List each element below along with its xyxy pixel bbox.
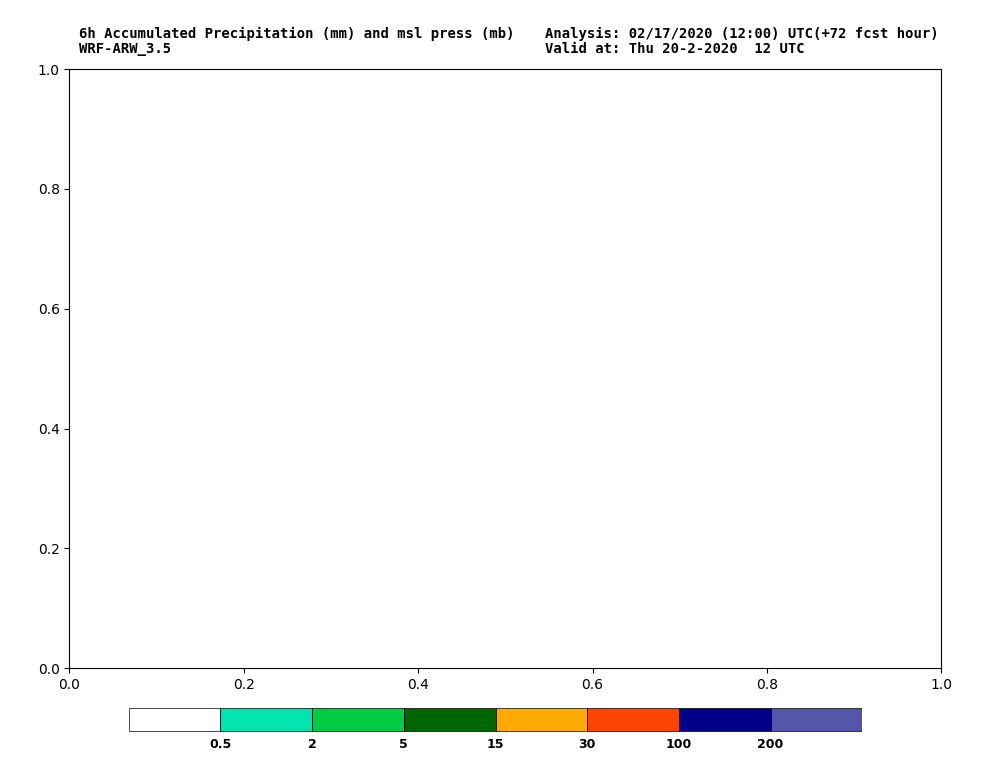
Text: WRF-ARW_3.5: WRF-ARW_3.5 [79, 42, 171, 56]
Text: 100: 100 [666, 738, 692, 751]
Bar [587, 708, 679, 731]
Text: Analysis: 02/17/2020 (12:00) UTC(+72 fcst hour): Analysis: 02/17/2020 (12:00) UTC(+72 fcs… [545, 27, 938, 41]
Text: 200: 200 [757, 738, 784, 751]
Bar [129, 708, 220, 731]
Text: 6h Accumulated Precipitation (mm) and msl press (mb): 6h Accumulated Precipitation (mm) and ms… [79, 27, 514, 41]
Bar [496, 708, 587, 731]
Text: Valid at: Thu 20-2-2020  12 UTC: Valid at: Thu 20-2-2020 12 UTC [545, 42, 805, 56]
Bar [679, 708, 771, 731]
Bar [404, 708, 496, 731]
Bar [220, 708, 312, 731]
Bar [771, 708, 862, 731]
Text: 30: 30 [579, 738, 596, 751]
Text: 15: 15 [487, 738, 504, 751]
Text: 5: 5 [399, 738, 408, 751]
Bar [312, 708, 404, 731]
Text: 2: 2 [308, 738, 316, 751]
Text: 0.5: 0.5 [209, 738, 232, 751]
